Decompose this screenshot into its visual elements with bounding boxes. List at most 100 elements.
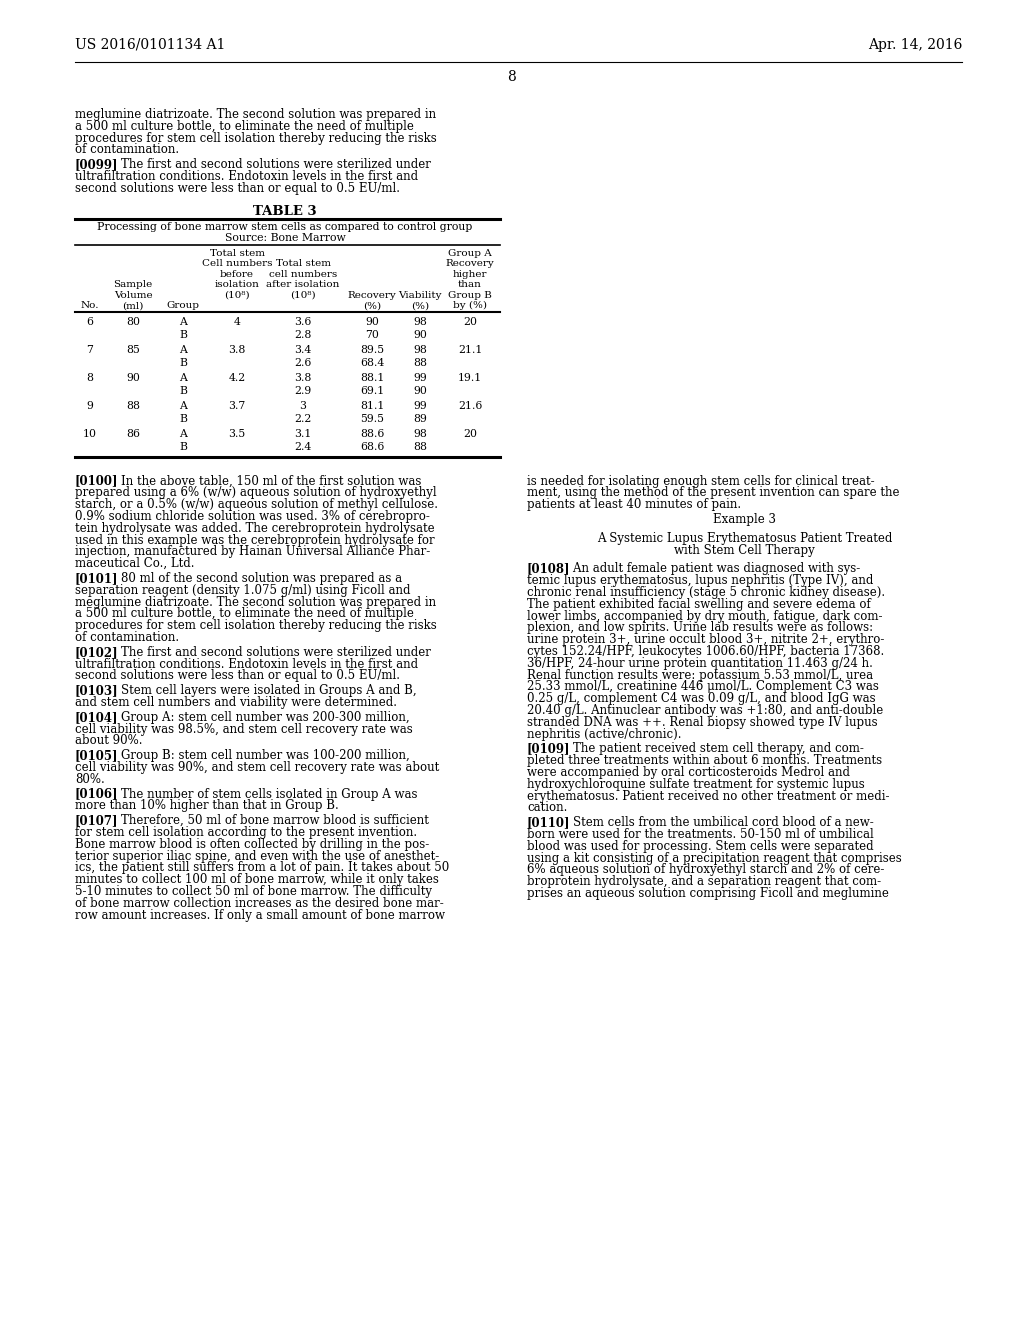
Text: 3.1: 3.1 — [294, 429, 311, 438]
Text: 81.1: 81.1 — [359, 400, 384, 411]
Text: 0.25 g/L, complement C4 was 0.09 g/L, and blood IgG was: 0.25 g/L, complement C4 was 0.09 g/L, an… — [527, 692, 876, 705]
Text: prises an aqueous solution comprising Ficoll and meglumine: prises an aqueous solution comprising Fi… — [527, 887, 889, 900]
Text: terior superior iliac spine, and even with the use of anesthet-: terior superior iliac spine, and even wi… — [75, 850, 439, 862]
Text: 3.5: 3.5 — [228, 429, 246, 438]
Text: 99: 99 — [413, 372, 427, 383]
Text: The patient exhibited facial swelling and severe edema of: The patient exhibited facial swelling an… — [527, 598, 870, 611]
Text: 3.4: 3.4 — [294, 345, 311, 355]
Text: more than 10% higher than that in Group B.: more than 10% higher than that in Group … — [75, 800, 339, 812]
Text: 7: 7 — [87, 345, 93, 355]
Text: B: B — [179, 358, 187, 367]
Text: 6: 6 — [86, 317, 93, 326]
Text: [0099]: [0099] — [75, 158, 119, 172]
Text: cation.: cation. — [527, 801, 567, 814]
Text: 89.5: 89.5 — [360, 345, 384, 355]
Text: nephritis (active/chronic).: nephritis (active/chronic). — [527, 727, 682, 741]
Text: minutes to collect 100 ml of bone marrow, while it only takes: minutes to collect 100 ml of bone marrow… — [75, 874, 439, 886]
Text: cell viability was 98.5%, and stem cell recovery rate was: cell viability was 98.5%, and stem cell … — [75, 722, 413, 735]
Text: Group: Group — [167, 301, 200, 310]
Text: 88: 88 — [413, 358, 427, 367]
Text: patients at least 40 minutes of pain.: patients at least 40 minutes of pain. — [527, 498, 741, 511]
Text: stranded DNA was ++. Renal biopsy showed type IV lupus: stranded DNA was ++. Renal biopsy showed… — [527, 715, 878, 729]
Text: used in this example was the cerebroprotein hydrolysate for: used in this example was the cerebroprot… — [75, 533, 434, 546]
Text: row amount increases. If only a small amount of bone marrow: row amount increases. If only a small am… — [75, 908, 445, 921]
Text: Sample: Sample — [114, 280, 153, 289]
Text: A: A — [179, 317, 187, 326]
Text: maceutical Co., Ltd.: maceutical Co., Ltd. — [75, 557, 195, 570]
Text: Processing of bone marrow stem cells as compared to control group: Processing of bone marrow stem cells as … — [97, 222, 473, 231]
Text: using a kit consisting of a precipitation reagent that comprises: using a kit consisting of a precipitatio… — [527, 851, 902, 865]
Text: 21.6: 21.6 — [458, 400, 482, 411]
Text: 4: 4 — [233, 317, 241, 326]
Text: 8: 8 — [508, 70, 516, 84]
Text: of bone marrow collection increases as the desired bone mar-: of bone marrow collection increases as t… — [75, 896, 443, 909]
Text: [0107]: [0107] — [75, 814, 119, 828]
Text: 90: 90 — [413, 385, 427, 396]
Text: Volume: Volume — [114, 290, 153, 300]
Text: 10: 10 — [83, 429, 97, 438]
Text: 2.8: 2.8 — [294, 330, 311, 339]
Text: Group B: stem cell number was 100-200 million,: Group B: stem cell number was 100-200 mi… — [105, 750, 410, 762]
Text: Source: Bone Marrow: Source: Bone Marrow — [224, 234, 345, 243]
Text: pleted three treatments within about 6 months. Treatments: pleted three treatments within about 6 m… — [527, 754, 882, 767]
Text: 99: 99 — [413, 400, 427, 411]
Text: 80 ml of the second solution was prepared as a: 80 ml of the second solution was prepare… — [105, 572, 401, 585]
Text: 86: 86 — [126, 429, 140, 438]
Text: 89: 89 — [413, 413, 427, 424]
Text: 25.33 mmol/L, creatinine 446 μmol/L. Complement C3 was: 25.33 mmol/L, creatinine 446 μmol/L. Com… — [527, 680, 879, 693]
Text: [0100]: [0100] — [75, 475, 119, 487]
Text: lower limbs, accompanied by dry mouth, fatigue, dark com-: lower limbs, accompanied by dry mouth, f… — [527, 610, 883, 623]
Text: The first and second solutions were sterilized under: The first and second solutions were ster… — [105, 645, 430, 659]
Text: 21.1: 21.1 — [458, 345, 482, 355]
Text: B: B — [179, 413, 187, 424]
Text: 70: 70 — [366, 330, 379, 339]
Text: cell viability was 90%, and stem cell recovery rate was about: cell viability was 90%, and stem cell re… — [75, 762, 439, 774]
Text: (ml): (ml) — [122, 301, 143, 310]
Text: urine protein 3+, urine occult blood 3+, nitrite 2+, erythro-: urine protein 3+, urine occult blood 3+,… — [527, 634, 885, 647]
Text: TABLE 3: TABLE 3 — [253, 205, 316, 218]
Text: isolation: isolation — [215, 280, 259, 289]
Text: Total stem: Total stem — [210, 248, 264, 257]
Text: starch, or a 0.5% (w/w) aqueous solution of methyl cellulose.: starch, or a 0.5% (w/w) aqueous solution… — [75, 498, 438, 511]
Text: second solutions were less than or equal to 0.5 EU/ml.: second solutions were less than or equal… — [75, 182, 400, 195]
Text: B: B — [179, 442, 187, 451]
Text: temic lupus erythematosus, lupus nephritis (Type IV), and: temic lupus erythematosus, lupus nephrit… — [527, 574, 873, 587]
Text: [0102]: [0102] — [75, 645, 119, 659]
Text: 85: 85 — [126, 345, 140, 355]
Text: 4.2: 4.2 — [228, 372, 246, 383]
Text: Total stem: Total stem — [275, 259, 331, 268]
Text: Therefore, 50 ml of bone marrow blood is sufficient: Therefore, 50 ml of bone marrow blood is… — [105, 814, 428, 828]
Text: 90: 90 — [366, 317, 379, 326]
Text: a 500 ml culture bottle, to eliminate the need of multiple: a 500 ml culture bottle, to eliminate th… — [75, 120, 414, 133]
Text: 80%.: 80%. — [75, 772, 104, 785]
Text: An adult female patient was diagnosed with sys-: An adult female patient was diagnosed wi… — [558, 562, 860, 576]
Text: with Stem Cell Therapy: with Stem Cell Therapy — [674, 544, 815, 557]
Text: 20.40 g/L. Antinuclear antibody was +1:80, and anti-double: 20.40 g/L. Antinuclear antibody was +1:8… — [527, 704, 884, 717]
Text: [0101]: [0101] — [75, 572, 119, 585]
Text: 90: 90 — [413, 330, 427, 339]
Text: after isolation: after isolation — [266, 280, 340, 289]
Text: about 90%.: about 90%. — [75, 734, 142, 747]
Text: born were used for the treatments. 50-150 ml of umbilical: born were used for the treatments. 50-15… — [527, 828, 873, 841]
Text: Group A: Group A — [449, 248, 492, 257]
Text: than: than — [458, 280, 482, 289]
Text: Group B: Group B — [449, 290, 492, 300]
Text: Stem cell layers were isolated in Groups A and B,: Stem cell layers were isolated in Groups… — [105, 684, 416, 697]
Text: blood was used for processing. Stem cells were separated: blood was used for processing. Stem cell… — [527, 840, 873, 853]
Text: plexion, and low spirits. Urine lab results were as follows:: plexion, and low spirits. Urine lab resu… — [527, 622, 873, 635]
Text: 98: 98 — [413, 429, 427, 438]
Text: procedures for stem cell isolation thereby reducing the risks: procedures for stem cell isolation there… — [75, 619, 437, 632]
Text: [0110]: [0110] — [527, 816, 570, 829]
Text: 2.9: 2.9 — [294, 385, 311, 396]
Text: procedures for stem cell isolation thereby reducing the risks: procedures for stem cell isolation there… — [75, 132, 437, 145]
Text: Stem cells from the umbilical cord blood of a new-: Stem cells from the umbilical cord blood… — [558, 816, 873, 829]
Text: 68.6: 68.6 — [359, 442, 384, 451]
Text: [0105]: [0105] — [75, 750, 119, 762]
Text: higher: higher — [453, 269, 487, 279]
Text: hydroxychloroquine sulfate treatment for systemic lupus: hydroxychloroquine sulfate treatment for… — [527, 777, 864, 791]
Text: Recovery: Recovery — [445, 259, 495, 268]
Text: 3.8: 3.8 — [294, 372, 311, 383]
Text: 59.5: 59.5 — [360, 413, 384, 424]
Text: A: A — [179, 400, 187, 411]
Text: 19.1: 19.1 — [458, 372, 482, 383]
